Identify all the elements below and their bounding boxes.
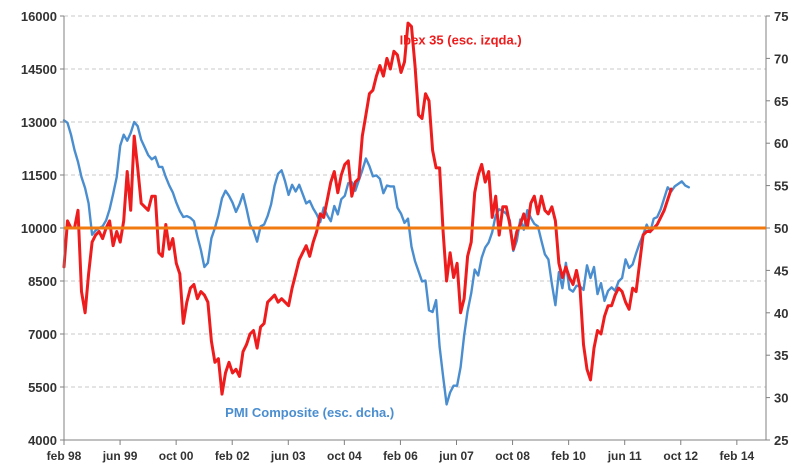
x-tick-label: jun 07 [438, 449, 474, 463]
y-left-tick-label: 13000 [21, 115, 57, 130]
y-right-tick-label: 45 [774, 263, 788, 278]
y-left-tick-label: 11500 [22, 168, 57, 183]
x-tick-label: oct 00 [159, 449, 194, 463]
x-tick-label: jun 11 [607, 449, 642, 463]
ibex-series-label: Ibex 35 (esc. izqda.) [400, 32, 522, 47]
y-left-tick-label: 8500 [28, 274, 57, 289]
x-tick-label: feb 14 [719, 449, 754, 463]
ibex-35-line [62, 21, 673, 396]
y-right-tick-label: 60 [774, 136, 788, 151]
x-tick-label: feb 10 [551, 449, 586, 463]
x-tick-label: oct 12 [663, 449, 698, 463]
x-tick-label: oct 08 [495, 449, 530, 463]
pmi-composite-line [62, 119, 690, 406]
x-tick-label: feb 98 [47, 449, 82, 463]
y-right-tick-label: 70 [774, 51, 788, 66]
y-left-tick-label: 14500 [21, 62, 57, 77]
x-tick-label: oct 04 [327, 449, 362, 463]
y-right-tick-label: 50 [774, 221, 788, 236]
y-right-tick-label: 25 [774, 433, 788, 448]
axes-group: 4000 5500 7000 8500 10000 11500 13000 14500 1600… [21, 9, 789, 463]
y-left-tick-label: 10000 [21, 221, 57, 236]
series-group [62, 21, 690, 406]
x-tick-label: feb 02 [215, 449, 250, 463]
y-right-tick-label: 35 [774, 348, 788, 363]
y-left-tick-label: 5500 [28, 380, 57, 395]
y-left-tick-label: 7000 [28, 327, 57, 342]
x-tick-label: feb 06 [383, 449, 418, 463]
x-tick-label: jun 03 [270, 449, 306, 463]
y-left-tick-label: 16000 [21, 9, 57, 24]
x-tick-label: jun 99 [102, 449, 138, 463]
y-left-tick-label: 4000 [28, 433, 57, 448]
y-right-tick-label: 55 [774, 179, 788, 194]
annotation-group: Ibex 35 (esc. izqda.) PMI Composite (esc.… [225, 32, 522, 420]
pmi-series-label: PMI Composite (esc. dcha.) [225, 405, 394, 420]
y-right-tick-label: 30 [774, 391, 788, 406]
y-right-tick-label: 75 [774, 9, 788, 24]
y-right-tick-label: 65 [774, 94, 788, 109]
y-right-tick-label: 40 [774, 306, 788, 321]
